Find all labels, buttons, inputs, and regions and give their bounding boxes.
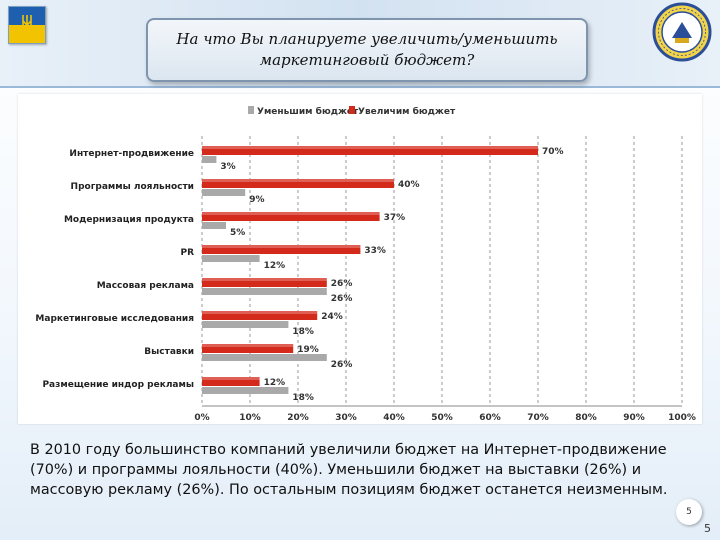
bar-decrease [202, 222, 226, 229]
bar-increase [202, 344, 294, 353]
x-tick-label: 60% [479, 413, 501, 423]
slide-title-line-1: На что Вы планируете увеличить/уменьшить [176, 30, 558, 48]
bar-decrease [202, 321, 289, 328]
data-label-decrease: 26% [331, 360, 353, 370]
bar-increase [202, 377, 260, 386]
x-tick-label: 0% [194, 413, 209, 423]
data-label-decrease: 12% [264, 261, 286, 271]
x-tick-label: 20% [287, 413, 309, 423]
bar-chart: 0% 10% 20% 30% 40% 50% 60% 70% 80% 90% 100% Уменьши… [18, 94, 702, 424]
data-label-decrease: 9% [249, 195, 264, 205]
x-tick-label: 40% [383, 413, 405, 423]
bar-decrease [202, 189, 246, 196]
x-tick-label: 30% [335, 413, 357, 423]
page-number-badge: 5 [676, 499, 702, 525]
category-label: Интернет-продвижение [69, 149, 194, 159]
data-label-increase: 26% [331, 279, 353, 289]
ukraine-flag-icon [8, 6, 46, 44]
x-tick-label: 100% [668, 413, 696, 423]
category-label: Маркетинговые исследования [35, 314, 194, 324]
chart-canvas: 0% 10% 20% 30% 40% 50% 60% 70% 80% 90% 100% Уменьши… [35, 106, 696, 423]
category-label: Размещение индор рекламы [42, 380, 194, 390]
bar-increase [202, 179, 394, 188]
data-label-decrease: 18% [292, 393, 314, 403]
page-number: 5 [704, 522, 711, 535]
bar-decrease [202, 156, 217, 163]
bar-increase-highlight [202, 377, 260, 380]
bar-increase-highlight [202, 278, 327, 281]
category-label: Модернизация продукта [64, 215, 194, 225]
data-label-increase: 12% [264, 378, 286, 388]
bar-increase-highlight [202, 311, 318, 314]
data-label-increase: 24% [321, 312, 343, 322]
data-label-increase: 33% [364, 246, 386, 256]
bar-increase [202, 278, 327, 287]
university-emblem-icon [652, 2, 712, 62]
x-tick-label: 90% [623, 413, 645, 423]
bar-increase [202, 245, 361, 254]
category-label: Программы лояльности [71, 182, 194, 192]
x-tick-label: 10% [239, 413, 261, 423]
category-label: PR [180, 248, 194, 258]
page-number-badge-text: 5 [686, 507, 692, 517]
data-label-decrease: 5% [230, 228, 245, 238]
category-label: Выставки [144, 347, 194, 357]
data-label-increase: 40% [398, 180, 420, 190]
bar-increase-highlight [202, 212, 380, 215]
slide-title: На что Вы планируете увеличить/уменьшить… [146, 18, 588, 82]
legend-label: Уменьшим бюджет [257, 106, 359, 117]
bar-increase [202, 212, 380, 221]
x-tick-label: 70% [527, 413, 549, 423]
bar-increase-highlight [202, 179, 394, 182]
data-label-decrease: 26% [331, 294, 353, 304]
bar-decrease [202, 288, 327, 295]
data-label-decrease: 3% [220, 162, 235, 172]
x-tick-label: 80% [575, 413, 597, 423]
slide-title-line-2: маркетинговый бюджет? [259, 51, 475, 69]
bar-increase [202, 311, 318, 320]
trident-icon [22, 15, 32, 37]
category-label: Массовая реклама [97, 281, 194, 291]
bar-increase-highlight [202, 146, 538, 149]
x-tick-label: 50% [431, 413, 453, 423]
data-label-increase: 70% [542, 147, 564, 157]
bar-decrease [202, 255, 260, 262]
bar-increase [202, 146, 538, 155]
caption-text: В 2010 году большинство компаний увеличи… [30, 442, 668, 498]
legend-swatch [248, 106, 254, 114]
bar-increase-highlight [202, 344, 294, 347]
legend-swatch [349, 106, 355, 114]
bar-decrease [202, 354, 327, 361]
slide-caption: В 2010 году большинство компаний увеличи… [30, 440, 690, 500]
bar-increase-highlight [202, 245, 361, 248]
data-label-increase: 19% [297, 345, 319, 355]
data-label-decrease: 18% [292, 327, 314, 337]
bar-decrease [202, 387, 289, 394]
legend-label: Увеличим бюджет [358, 106, 456, 117]
data-label-increase: 37% [384, 213, 406, 223]
